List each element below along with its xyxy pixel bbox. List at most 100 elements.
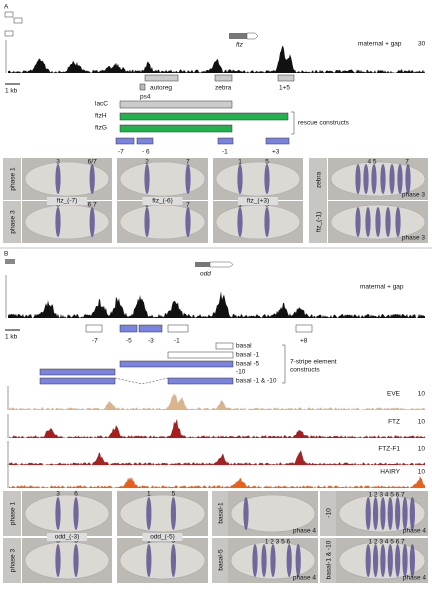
stripe bbox=[185, 164, 191, 194]
label: phase 3 bbox=[402, 235, 426, 242]
stripe bbox=[170, 544, 177, 577]
fragment-label: - 6 bbox=[142, 149, 150, 156]
construct bbox=[119, 112, 289, 121]
stripe bbox=[380, 497, 386, 530]
embryo bbox=[24, 494, 110, 533]
bracket-label: rescue constructs bbox=[298, 120, 350, 127]
track-scale: 10 bbox=[418, 419, 426, 426]
construct-label: lacC bbox=[95, 101, 108, 108]
construct bbox=[39, 368, 116, 376]
panel-label: A bbox=[4, 4, 9, 11]
gene-name: odd bbox=[200, 271, 211, 278]
fragment-label: -3 bbox=[148, 338, 154, 345]
label: 1 bbox=[238, 159, 242, 166]
stripe bbox=[387, 544, 393, 577]
embryo bbox=[215, 204, 301, 240]
box bbox=[139, 83, 146, 91]
embryo bbox=[215, 161, 301, 197]
construct bbox=[119, 360, 234, 368]
stripe bbox=[270, 544, 276, 577]
splice bbox=[114, 377, 169, 385]
stripe bbox=[144, 207, 150, 237]
stripe bbox=[144, 164, 150, 194]
name-tab bbox=[238, 197, 278, 205]
stripe bbox=[389, 164, 395, 194]
side-tab bbox=[212, 538, 228, 583]
scale-label: 1 kb bbox=[5, 88, 18, 95]
phase-label: phase 1 bbox=[10, 167, 17, 191]
track-label: FTZ-F1 bbox=[378, 446, 400, 453]
label: 5 bbox=[265, 159, 269, 166]
stripe bbox=[237, 207, 243, 237]
signal-track bbox=[9, 475, 425, 488]
label: zebra bbox=[215, 85, 232, 92]
label: 7 bbox=[405, 159, 409, 166]
label: 1+5 bbox=[279, 85, 290, 92]
stripe bbox=[395, 544, 401, 577]
gene-name: ftz bbox=[236, 42, 244, 49]
stripe bbox=[264, 164, 270, 194]
label: ps4 bbox=[140, 94, 151, 101]
gene-arrow bbox=[195, 262, 210, 267]
fragment-label: -1 bbox=[174, 338, 180, 345]
fragment bbox=[119, 324, 138, 333]
stripe bbox=[365, 497, 371, 530]
gene-icon bbox=[5, 259, 15, 264]
stripe bbox=[380, 544, 386, 577]
label: basal -1 & -10 bbox=[236, 378, 277, 385]
embryo bbox=[24, 161, 110, 197]
embryo bbox=[24, 541, 110, 580]
track-label: EVE bbox=[387, 391, 401, 398]
fragment bbox=[295, 324, 313, 333]
label: phase 4 bbox=[403, 528, 427, 535]
stripe bbox=[261, 544, 267, 577]
construct-name: ftz_(-7) bbox=[57, 198, 78, 205]
phase-label: phase 1 bbox=[10, 502, 17, 526]
stripe bbox=[55, 497, 61, 530]
label: basal bbox=[236, 343, 252, 350]
name-tab bbox=[142, 197, 183, 205]
bracket-label: 7-stripe element bbox=[290, 359, 337, 366]
construct bbox=[167, 377, 234, 385]
fragment bbox=[217, 137, 234, 145]
signal-track bbox=[8, 291, 425, 318]
construct-name: ftz_(+3) bbox=[247, 198, 269, 205]
construct-name: ftz_(-6) bbox=[152, 198, 173, 205]
stripe bbox=[286, 544, 292, 577]
label: zebra bbox=[316, 171, 323, 188]
track-label: maternal + gap bbox=[360, 284, 404, 291]
side-tab bbox=[212, 491, 228, 536]
label: 3 bbox=[56, 538, 60, 545]
label: 3 bbox=[56, 202, 60, 209]
stripe bbox=[264, 207, 270, 237]
bracket-label: constructs bbox=[290, 367, 320, 374]
stripe bbox=[146, 544, 152, 577]
stripe bbox=[380, 164, 386, 194]
fragment-label: -1 bbox=[222, 149, 228, 156]
stripe bbox=[252, 544, 258, 577]
stripe bbox=[170, 497, 177, 530]
construct bbox=[215, 342, 234, 350]
stripe bbox=[387, 497, 393, 530]
fragment bbox=[85, 324, 103, 333]
label: basal-1 & -10 bbox=[326, 540, 333, 579]
stripe bbox=[295, 544, 301, 577]
stripe bbox=[73, 544, 79, 577]
stripe bbox=[237, 164, 243, 194]
label: 5 bbox=[172, 491, 176, 498]
embryo bbox=[119, 541, 206, 580]
gene-arrow bbox=[229, 33, 247, 39]
label: 6/7 bbox=[88, 159, 97, 166]
name-tab bbox=[142, 533, 183, 541]
phase-label: phase 3 bbox=[10, 210, 17, 234]
side-tab bbox=[309, 158, 327, 243]
signal-track bbox=[9, 450, 425, 465]
track-label: HAIRY bbox=[380, 469, 400, 476]
fragment bbox=[138, 324, 163, 333]
phase-tab bbox=[3, 201, 21, 243]
signal-track bbox=[9, 392, 425, 410]
label: phase 4 bbox=[293, 575, 317, 582]
stripe bbox=[73, 497, 79, 530]
construct bbox=[119, 100, 233, 109]
stripe bbox=[385, 207, 391, 237]
